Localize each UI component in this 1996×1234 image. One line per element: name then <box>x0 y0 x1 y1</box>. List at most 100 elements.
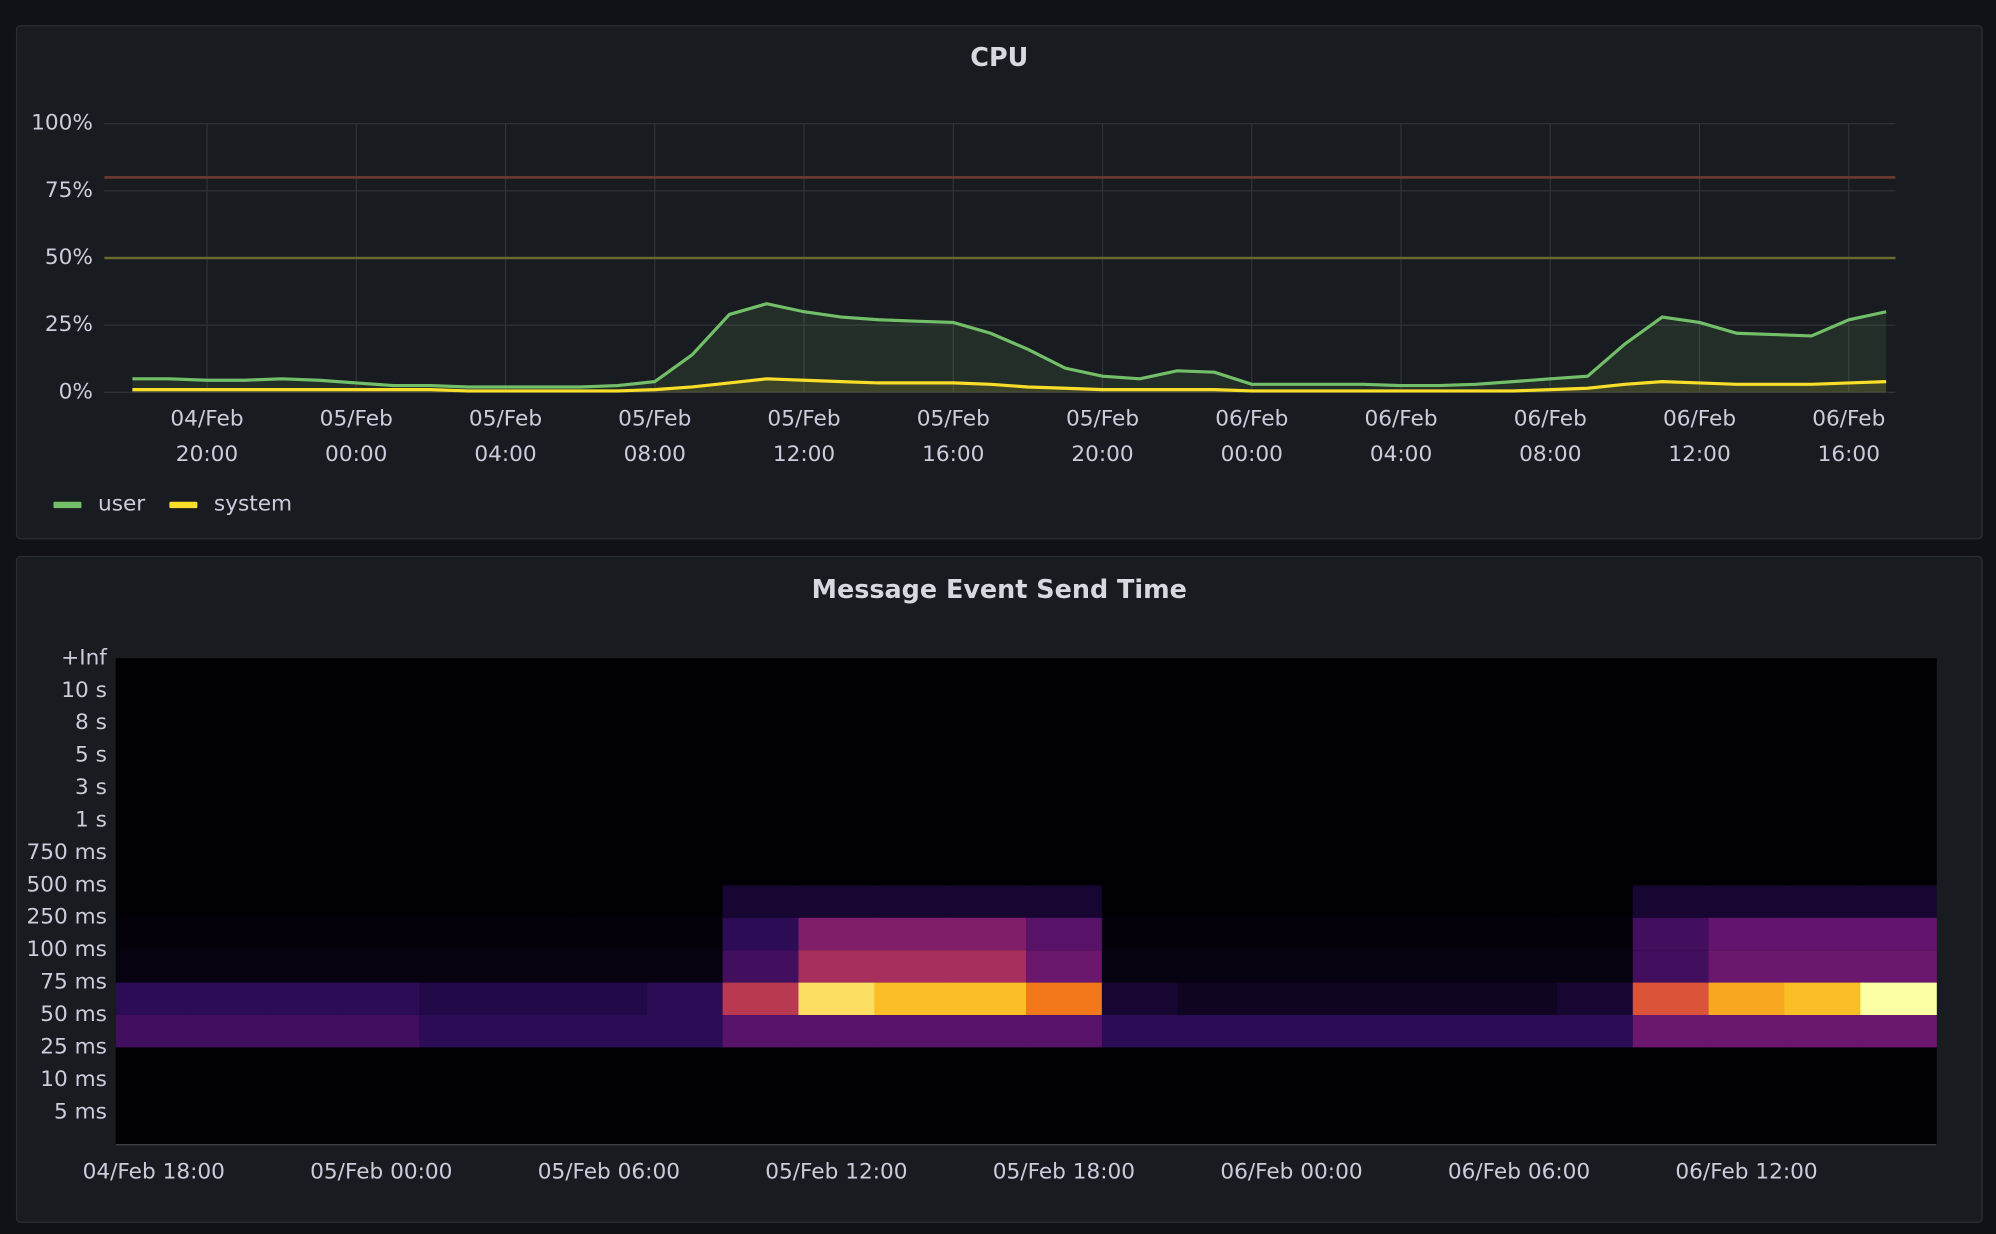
heatmap-cell <box>1329 788 1406 821</box>
heatmap-cell <box>1860 982 1937 1016</box>
heatmap-cell <box>570 885 648 918</box>
heatmap-cell <box>1177 690 1255 724</box>
heatmap-cell <box>1860 658 1937 691</box>
heatmap-cell <box>1481 1079 1558 1113</box>
heatmap-cell <box>1481 820 1558 853</box>
heatmap-cell <box>1101 982 1179 1016</box>
heatmap-cell <box>1026 755 1103 789</box>
heatmap-cell <box>722 690 800 724</box>
heatmap-cell <box>1177 723 1255 756</box>
heatmap-cell <box>1405 1015 1482 1048</box>
heatmap-cell <box>1556 1112 1634 1145</box>
heatmap-cell <box>191 1079 269 1113</box>
heatmap-cell <box>798 788 875 821</box>
heatmap-cell <box>1632 755 1710 789</box>
legend-swatch <box>53 501 82 509</box>
heatmap-cell <box>191 950 269 983</box>
heatmap-cell <box>495 982 572 1016</box>
heatmap-cell <box>1405 885 1482 918</box>
heatmap-cell <box>1101 917 1179 951</box>
heatmap-cell <box>950 982 1027 1016</box>
x-tick-label: 06/Feb 12:00 <box>1662 406 1737 468</box>
y-tick-label: 8 s <box>75 710 107 735</box>
heatmap-cell <box>1481 690 1558 724</box>
heatmap-cell <box>798 885 875 918</box>
heatmap-cell <box>191 658 269 691</box>
heatmap-cell <box>1026 917 1103 951</box>
legend-label[interactable]: user <box>98 491 145 516</box>
heatmap-cell <box>1860 788 1937 821</box>
x-tick-label-box: 05/Feb 20:00 <box>1066 406 1139 467</box>
heatmap-cell <box>1101 1079 1179 1113</box>
heatmap-cell <box>570 982 648 1016</box>
heatmap-cell <box>950 1079 1027 1113</box>
heatmap-cell <box>646 723 724 756</box>
series-line <box>132 302 1887 389</box>
heatmap-cell <box>722 917 800 951</box>
x-tick-label: 04/Feb 18:00 <box>83 1160 225 1185</box>
heatmap-cell <box>1405 950 1482 983</box>
heatmap-cell <box>343 1079 420 1113</box>
heatmap-cell <box>1177 950 1255 983</box>
heatmap-cell <box>1177 917 1255 951</box>
heatmap-cell <box>343 755 420 789</box>
heatmap-cell <box>570 1047 648 1080</box>
x-tick-label-box: 05/Feb 08:00 <box>618 406 691 467</box>
panel <box>15 25 1983 540</box>
heatmap-cell <box>419 1079 496 1113</box>
heatmap-cell <box>495 788 572 821</box>
heatmap-cell <box>1556 885 1634 918</box>
heatmap-cell <box>191 1047 269 1080</box>
heatmap-cell <box>495 820 572 853</box>
heatmap-cell <box>1556 1047 1634 1080</box>
heatmap-cell <box>1253 950 1331 983</box>
heatmap-cell <box>1329 658 1406 691</box>
heatmap-cell <box>1632 950 1710 983</box>
legend-label[interactable]: system <box>214 491 292 516</box>
y-tick-label: 25% <box>45 312 93 337</box>
heatmap-cell <box>1556 690 1634 724</box>
heatmap-cell <box>1481 852 1558 886</box>
heatmap-cell <box>419 788 496 821</box>
heatmap-cell <box>1784 658 1861 691</box>
heatmap-cell <box>1784 1112 1861 1145</box>
heatmap-cell <box>570 820 648 853</box>
heatmap-cell <box>495 1079 572 1113</box>
heatmap-cell <box>950 820 1027 853</box>
heatmap-cell <box>1405 723 1482 756</box>
heatmap-cell <box>191 723 269 756</box>
heatmap-cell <box>722 658 800 691</box>
heatmap-cell <box>267 982 345 1016</box>
heatmap-cell <box>1101 690 1179 724</box>
heatmap-cell <box>1405 658 1482 691</box>
heatmap-cell <box>343 820 420 853</box>
heatmap-cell <box>1253 690 1331 724</box>
heatmap-cell <box>798 723 875 756</box>
heatmap-cell <box>1708 690 1786 724</box>
heatmap-cell <box>1860 1112 1937 1145</box>
y-tick-label: 0% <box>59 379 93 404</box>
heatmap-cell <box>191 820 269 853</box>
x-tick-label-box: 05/Feb 04:00 <box>469 406 542 467</box>
heatmap-cell <box>722 820 800 853</box>
heatmap-cell <box>722 950 800 983</box>
heatmap-cell <box>874 950 951 983</box>
x-tick-label-box: 06/Feb 04:00 <box>1364 406 1437 467</box>
heatmap-cell <box>1177 885 1255 918</box>
heatmap-cell <box>1556 1015 1634 1048</box>
heatmap-cell <box>1405 1047 1482 1080</box>
y-tick-label: 5 s <box>75 743 107 768</box>
heatmap-cell <box>950 788 1027 821</box>
heatmap-cell <box>1177 1079 1255 1113</box>
heatmap-cell <box>191 788 269 821</box>
heatmap-cell <box>1556 917 1634 951</box>
heatmap-cell <box>874 658 951 691</box>
heatmap-cell <box>419 755 496 789</box>
heatmap-cell <box>1481 723 1558 756</box>
heatmap-cell <box>1253 1047 1331 1080</box>
heatmap-cell <box>419 950 496 983</box>
heatmap-cell <box>343 852 420 886</box>
x-tick-label: 06/Feb 00:00 <box>1215 406 1289 468</box>
heatmap-cell <box>419 723 496 756</box>
heatmap-cell <box>950 852 1027 886</box>
